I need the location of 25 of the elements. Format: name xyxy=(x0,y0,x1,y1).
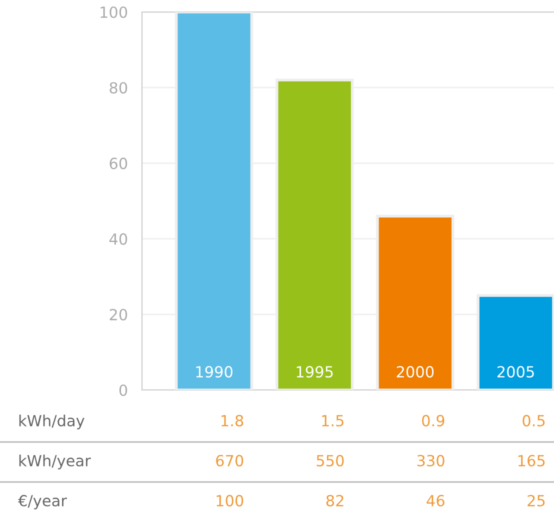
text: 165 xyxy=(518,454,545,466)
y-tick-label: 80 xyxy=(110,82,128,94)
y-tick-label: 60 xyxy=(110,158,128,170)
data-label: 82 xyxy=(326,494,344,506)
y-tick-label: 0 xyxy=(119,384,128,396)
y-tick-label: 40 xyxy=(109,233,128,245)
y-tick-label: 20 xyxy=(110,308,128,320)
text: 1.8 xyxy=(222,414,244,426)
x-tick-label: 2000 xyxy=(396,366,434,378)
text: kWh/year xyxy=(19,454,91,470)
text: 0.5 xyxy=(522,414,545,426)
text: 670 xyxy=(216,454,244,466)
text: €/year xyxy=(18,494,67,510)
data-label: 46 xyxy=(426,494,444,506)
data-label: 25 xyxy=(528,494,545,506)
text: 330 xyxy=(417,454,444,466)
x-tick-label: 2005 xyxy=(497,366,534,378)
y-tick-label: 100 xyxy=(100,6,128,18)
text: kWh/day xyxy=(19,414,84,430)
x-tick-label: 1995 xyxy=(296,366,333,378)
x-tick-label: 1990 xyxy=(196,366,232,378)
data-label: 100 xyxy=(216,494,244,506)
text: 1.5 xyxy=(322,415,344,426)
text: 550 xyxy=(316,454,344,466)
text: 0.9 xyxy=(422,414,444,426)
